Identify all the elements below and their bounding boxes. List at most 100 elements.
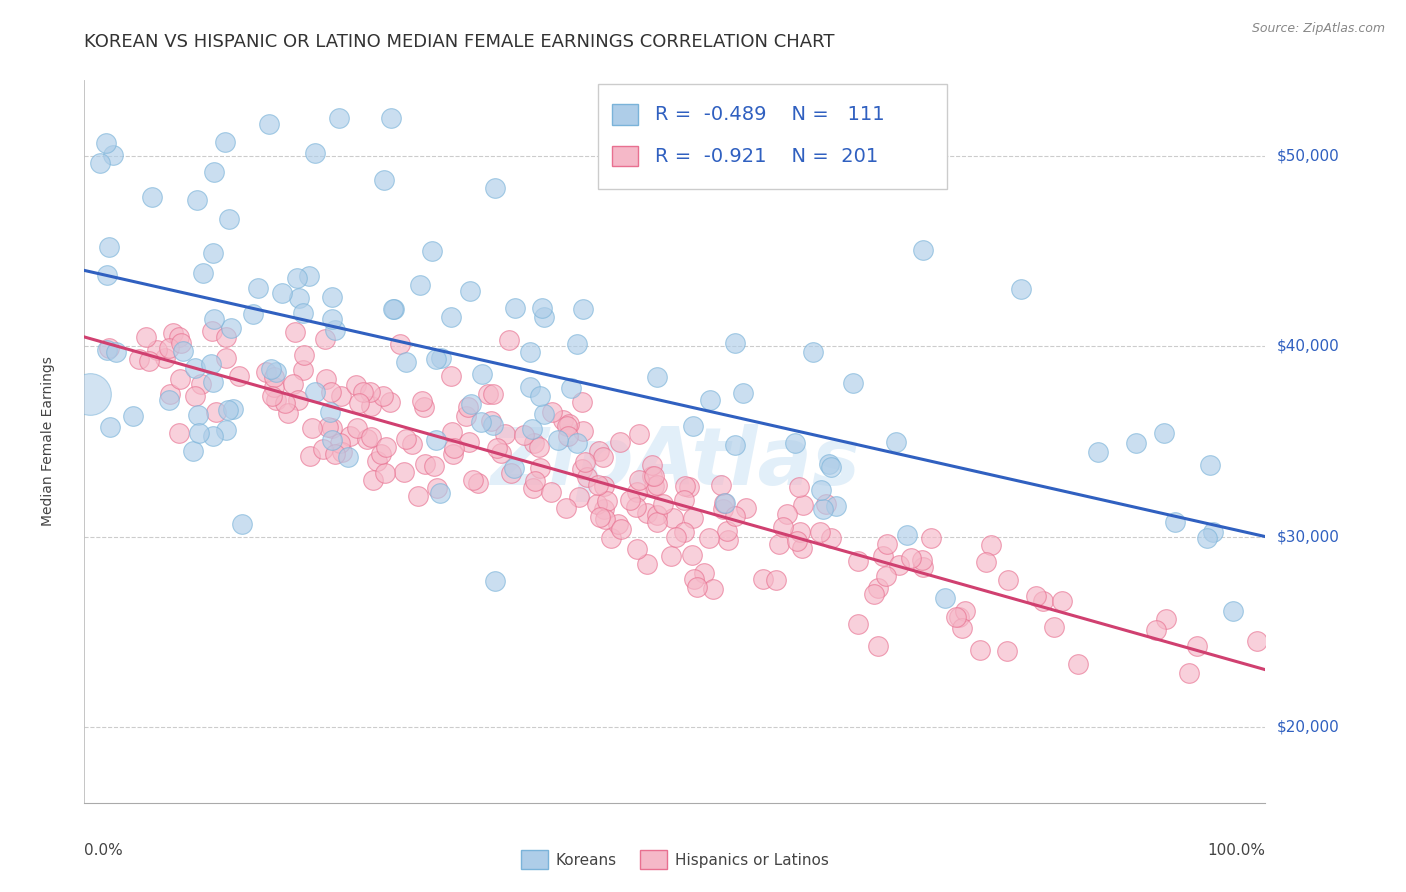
Point <box>482 386 505 401</box>
Point <box>217 402 239 417</box>
Point <box>643 468 665 483</box>
Point <box>817 457 839 471</box>
Point <box>599 531 621 545</box>
Point <box>329 389 352 403</box>
Point <box>571 395 593 409</box>
Point <box>200 357 222 371</box>
Point <box>787 480 810 494</box>
Point <box>820 532 842 546</box>
Point <box>716 524 738 538</box>
Point <box>523 436 546 450</box>
Point <box>415 457 437 471</box>
Point <box>567 436 589 450</box>
Point <box>529 389 551 403</box>
Point <box>366 454 388 468</box>
Point <box>1154 612 1177 626</box>
Point <box>1144 623 1167 637</box>
Point <box>596 493 619 508</box>
Point <box>519 345 541 359</box>
Point <box>557 429 579 443</box>
Point <box>531 301 554 315</box>
Point <box>1042 620 1064 634</box>
Point <box>159 386 181 401</box>
Point <box>724 509 747 524</box>
Point <box>315 371 337 385</box>
Point <box>1087 445 1109 459</box>
Text: $30,000: $30,000 <box>1277 529 1340 544</box>
Point <box>574 455 596 469</box>
Point <box>673 479 696 493</box>
Point <box>875 569 897 583</box>
Point <box>686 581 709 595</box>
Point <box>323 323 346 337</box>
Point <box>934 591 956 605</box>
Point <box>610 522 633 536</box>
Point <box>520 421 543 435</box>
Point <box>724 336 747 351</box>
Point <box>593 501 616 516</box>
Point <box>1246 633 1268 648</box>
Point <box>628 473 651 487</box>
Point <box>360 400 382 414</box>
Point <box>426 482 449 496</box>
Point <box>346 421 368 435</box>
Point <box>187 426 209 441</box>
Point <box>790 541 813 556</box>
Point <box>481 417 503 432</box>
Point <box>169 372 191 386</box>
Point <box>128 351 150 366</box>
Point <box>911 560 934 574</box>
Point <box>588 509 610 524</box>
Point <box>277 406 299 420</box>
Point <box>328 112 350 126</box>
Point <box>997 573 1019 587</box>
Point <box>565 337 588 351</box>
Point <box>866 639 889 653</box>
Point <box>792 498 814 512</box>
Point <box>301 420 323 434</box>
Point <box>214 351 236 366</box>
Point <box>1010 281 1032 295</box>
Point <box>373 389 395 403</box>
Point <box>783 436 806 450</box>
Point <box>592 450 614 464</box>
Point <box>524 475 547 489</box>
Point <box>626 542 648 557</box>
Point <box>980 538 1002 552</box>
Point <box>263 380 285 394</box>
Point <box>406 489 429 503</box>
Point <box>636 507 658 521</box>
Point <box>512 428 534 442</box>
Point <box>467 475 489 490</box>
Point <box>1178 666 1201 681</box>
Point <box>153 351 176 366</box>
Text: 0.0%: 0.0% <box>84 843 124 857</box>
Point <box>702 582 724 596</box>
Point <box>735 500 758 515</box>
Point <box>682 418 704 433</box>
Point <box>636 557 658 571</box>
Point <box>321 421 343 435</box>
Point <box>593 512 616 526</box>
Text: R =  -0.489    N =   111: R = -0.489 N = 111 <box>655 104 884 124</box>
Point <box>443 441 465 455</box>
Text: R =  -0.921    N =  201: R = -0.921 N = 201 <box>655 146 879 166</box>
Point <box>347 396 370 410</box>
Point <box>339 429 361 443</box>
Point <box>458 434 481 449</box>
Point <box>672 492 695 507</box>
Point <box>257 117 280 131</box>
Point <box>765 573 787 587</box>
Point <box>661 511 683 525</box>
Text: KOREAN VS HISPANIC OR LATINO MEDIAN FEMALE EARNINGS CORRELATION CHART: KOREAN VS HISPANIC OR LATINO MEDIAN FEMA… <box>84 33 835 52</box>
Point <box>323 446 346 460</box>
Point <box>299 449 322 463</box>
Point <box>540 485 562 500</box>
Point <box>321 312 343 326</box>
Point <box>950 622 973 636</box>
Point <box>841 376 863 391</box>
Point <box>430 351 453 365</box>
Point <box>271 286 294 301</box>
Point <box>422 459 444 474</box>
Point <box>381 302 404 317</box>
